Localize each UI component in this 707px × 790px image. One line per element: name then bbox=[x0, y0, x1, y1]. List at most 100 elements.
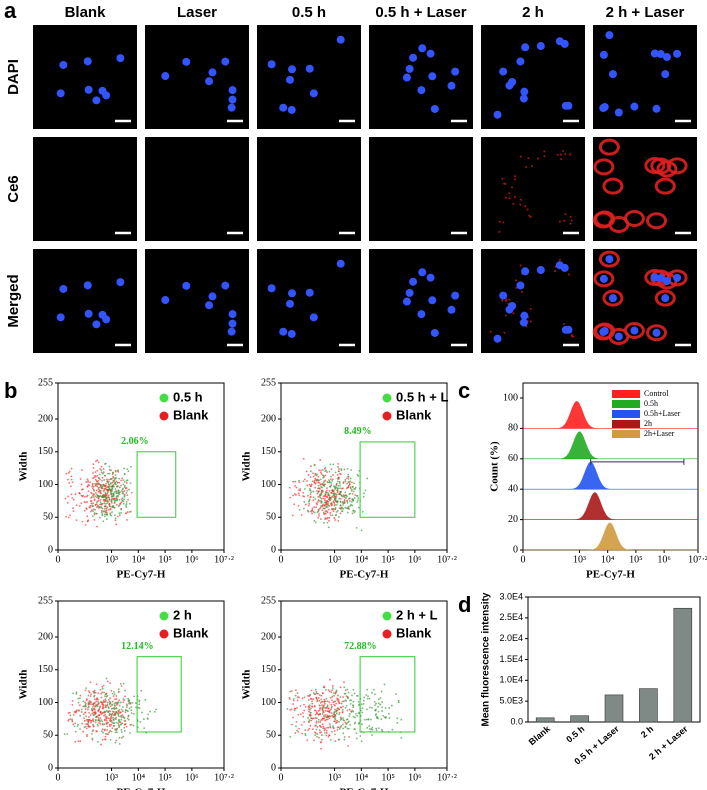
event-dot bbox=[344, 699, 347, 702]
event-dot bbox=[327, 504, 330, 507]
event-dot bbox=[118, 743, 121, 745]
event-dot bbox=[87, 484, 90, 486]
event-dot bbox=[374, 709, 376, 712]
event-dot bbox=[67, 495, 69, 498]
event-dot bbox=[121, 477, 124, 480]
ce6-stain bbox=[508, 197, 511, 200]
y-tick-label: 50 bbox=[43, 512, 53, 523]
ce6-stain bbox=[560, 158, 563, 161]
event-dot bbox=[71, 497, 74, 499]
event-dot bbox=[86, 520, 89, 523]
event-dot bbox=[342, 504, 344, 506]
event-dot bbox=[334, 717, 336, 720]
event-dot bbox=[352, 510, 355, 512]
event-dot bbox=[115, 497, 117, 500]
x-tick-label: 10⁴ bbox=[355, 772, 369, 783]
gate-percentage: 2.06% bbox=[121, 436, 149, 447]
nucleus bbox=[98, 86, 107, 95]
event-dot bbox=[339, 501, 342, 504]
nucleus bbox=[600, 103, 609, 112]
event-dot bbox=[105, 693, 108, 695]
event-dot bbox=[84, 704, 87, 707]
event-dot bbox=[373, 688, 375, 691]
event-dot bbox=[107, 496, 110, 499]
event-dot bbox=[323, 727, 326, 730]
ce6-stain bbox=[593, 270, 615, 288]
nucleus bbox=[287, 105, 296, 114]
event-dot bbox=[112, 725, 115, 727]
event-dot bbox=[329, 738, 332, 741]
event-dot bbox=[123, 490, 126, 492]
event-dot bbox=[76, 725, 79, 728]
event-dot bbox=[84, 501, 87, 504]
event-dot bbox=[130, 491, 133, 494]
event-dot bbox=[382, 714, 385, 717]
event-dot bbox=[102, 699, 105, 702]
event-dot bbox=[63, 733, 66, 736]
event-dot bbox=[93, 709, 96, 711]
legend-swatch bbox=[612, 410, 640, 418]
event-dot bbox=[302, 457, 305, 460]
x-tick-label: 2 h bbox=[639, 724, 655, 740]
y-tick-label: 255 bbox=[261, 377, 276, 388]
x-axis-label: PE-Cy7-H bbox=[586, 569, 635, 581]
nucleus bbox=[409, 277, 418, 286]
event-dot bbox=[106, 680, 109, 683]
event-dot bbox=[349, 492, 351, 495]
event-dot bbox=[324, 479, 327, 482]
event-dot bbox=[93, 702, 95, 705]
event-dot bbox=[334, 499, 337, 501]
event-dot bbox=[357, 712, 360, 714]
event-dot bbox=[346, 727, 349, 730]
event-dot bbox=[109, 512, 112, 515]
event-dot bbox=[120, 508, 123, 511]
event-dot bbox=[110, 730, 113, 733]
nucleus bbox=[92, 320, 101, 329]
event-dot bbox=[117, 701, 120, 704]
event-dot bbox=[310, 717, 312, 720]
event-dot bbox=[97, 461, 100, 464]
event-dot bbox=[360, 529, 363, 532]
nucleus bbox=[451, 291, 460, 300]
event-dot bbox=[84, 701, 86, 704]
event-dot bbox=[106, 513, 109, 516]
event-dot bbox=[97, 486, 100, 489]
event-dot bbox=[336, 474, 339, 476]
event-dot bbox=[343, 686, 346, 689]
event-dot bbox=[349, 702, 352, 705]
event-dot bbox=[298, 481, 301, 484]
column-header: 0.5 h + Laser bbox=[375, 4, 466, 21]
event-dot bbox=[106, 704, 108, 707]
event-dot bbox=[103, 485, 106, 487]
event-dot bbox=[314, 486, 317, 489]
event-dot bbox=[320, 747, 322, 750]
event-dot bbox=[108, 487, 111, 490]
event-dot bbox=[118, 481, 121, 484]
event-dot bbox=[65, 515, 68, 518]
y-axis-label: Count (%) bbox=[489, 441, 501, 492]
event-dot bbox=[308, 488, 311, 490]
event-dot bbox=[292, 699, 295, 702]
event-dot bbox=[352, 715, 355, 718]
event-dot bbox=[114, 499, 117, 502]
event-dot bbox=[118, 736, 121, 739]
event-dot bbox=[112, 495, 115, 498]
event-dot bbox=[319, 713, 321, 715]
column-header: Blank bbox=[65, 4, 107, 21]
event-dot bbox=[328, 516, 331, 519]
event-dot bbox=[72, 507, 74, 510]
event-dot bbox=[350, 489, 353, 492]
x-tick-label: 10⁷·² bbox=[214, 772, 234, 783]
nucleus bbox=[59, 60, 68, 69]
y-tick-label: 255 bbox=[38, 595, 53, 606]
event-dot bbox=[300, 724, 303, 726]
event-dot bbox=[119, 701, 122, 704]
event-dot bbox=[79, 697, 81, 700]
event-dot bbox=[106, 499, 109, 502]
event-dot bbox=[302, 495, 304, 497]
event-dot bbox=[126, 468, 129, 471]
ce6-stain bbox=[512, 202, 515, 205]
event-dot bbox=[125, 506, 128, 509]
event-dot bbox=[96, 525, 98, 528]
ce6-stain bbox=[519, 264, 522, 267]
